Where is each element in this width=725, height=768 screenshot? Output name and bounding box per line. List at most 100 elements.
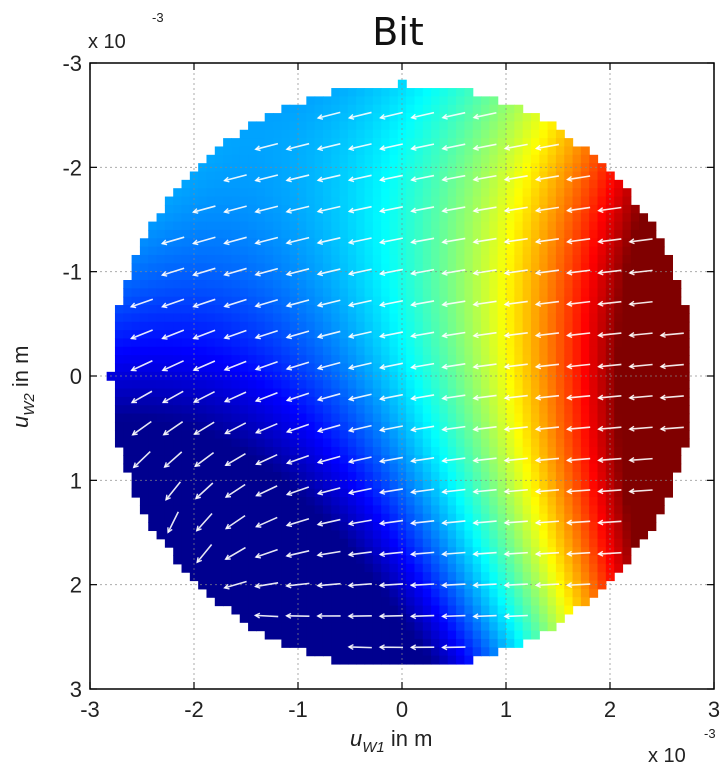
heatmap-cell (547, 613, 557, 623)
vector-arrow-head (472, 269, 479, 276)
heatmap-cell (489, 254, 499, 264)
vector-arrow-shaft (567, 551, 591, 555)
heatmap-cell (397, 363, 407, 373)
heatmap-cell (447, 179, 457, 189)
heatmap-cell (289, 104, 299, 114)
vector-arrow (534, 363, 560, 370)
heatmap-cell (472, 179, 482, 189)
heatmap-cell (614, 271, 624, 281)
heatmap-cell (356, 413, 366, 423)
heatmap-cell (539, 146, 549, 156)
heatmap-cell (447, 346, 457, 356)
heatmap-cell (514, 421, 524, 431)
heatmap-cell (472, 271, 482, 281)
heatmap-cell (156, 446, 166, 456)
heatmap-cell (539, 446, 549, 456)
x-tick-label: 3 (708, 697, 720, 722)
heatmap-cell (198, 413, 208, 423)
heatmap-cell (580, 346, 590, 356)
heatmap-cell (239, 179, 249, 189)
heatmap-cell (164, 313, 174, 323)
heatmap-cell (664, 405, 673, 415)
heatmap-cell (456, 221, 465, 231)
heatmap-cell (273, 463, 282, 473)
heatmap-cell (331, 229, 341, 239)
heatmap-cell (264, 630, 274, 640)
heatmap-cell (622, 188, 632, 198)
heatmap-cell (306, 96, 316, 106)
heatmap-cell (189, 497, 199, 506)
heatmap-cell (314, 246, 324, 256)
heatmap-cell (406, 296, 416, 306)
heatmap-cell (447, 129, 457, 139)
heatmap-cell (139, 330, 149, 340)
heatmap-cell (256, 588, 266, 598)
heatmap-cell (198, 421, 208, 431)
heatmap-cell (214, 371, 224, 381)
heatmap-cell (364, 388, 374, 398)
vector-arrow-head (597, 425, 604, 432)
heatmap-cell (347, 630, 357, 640)
heatmap-cell (364, 204, 374, 214)
heatmap-cell (331, 563, 341, 573)
heatmap-cell (655, 313, 665, 323)
heatmap-cell (356, 563, 366, 573)
heatmap-cell (306, 497, 316, 506)
heatmap-cell (131, 396, 141, 406)
heatmap-cell (389, 221, 399, 231)
vector-arrow-head (316, 301, 324, 308)
heatmap-cell (223, 388, 233, 398)
heatmap-cell (481, 413, 490, 423)
heatmap-cell (481, 229, 490, 239)
heatmap-cell (189, 371, 199, 381)
heatmap-cell (372, 446, 382, 456)
heatmap-cell (406, 480, 416, 490)
heatmap-cell (381, 104, 391, 114)
heatmap-cell (389, 371, 399, 381)
heatmap-cell (580, 488, 590, 498)
heatmap-cell (331, 305, 341, 314)
heatmap-cell (414, 213, 424, 223)
vector-arrow-shaft (629, 363, 653, 368)
heatmap-cell (489, 555, 499, 565)
heatmap-cell (356, 505, 366, 515)
vector-arrow (410, 425, 435, 433)
heatmap-cell (173, 204, 183, 214)
heatmap-cell (539, 430, 549, 440)
heatmap-cell (522, 572, 532, 582)
heatmap-cell (522, 113, 532, 123)
heatmap-cell (347, 271, 357, 281)
heatmap-cell (223, 138, 233, 148)
heatmap-cell (364, 630, 374, 640)
heatmap-cell (198, 179, 208, 189)
heatmap-cell (614, 338, 624, 348)
vector-arrow (194, 482, 214, 500)
heatmap-cell (514, 463, 524, 473)
heatmap-cell (372, 371, 382, 381)
heatmap-cell (414, 522, 424, 532)
heatmap-cell (564, 497, 574, 506)
heatmap-cell (564, 280, 574, 289)
heatmap-cell (431, 88, 441, 97)
vector-arrow (659, 331, 684, 338)
heatmap-cell (589, 355, 599, 365)
heatmap-cell (181, 204, 191, 214)
vector-arrow-head (132, 462, 139, 469)
vector-arrow (565, 300, 591, 307)
heatmap-cell (347, 572, 357, 582)
heatmap-cell (356, 647, 366, 657)
heatmap-cell (655, 263, 665, 273)
heatmap-cell (539, 380, 549, 390)
vector-arrow-head (347, 332, 355, 339)
heatmap-cell (580, 421, 590, 431)
heatmap-cell (381, 330, 391, 340)
heatmap-cell (481, 588, 490, 598)
heatmap-cell (314, 421, 324, 431)
heatmap-cell (431, 572, 441, 582)
heatmap-cell (164, 346, 174, 356)
heatmap-cell (456, 121, 465, 131)
heatmap-cell (198, 505, 208, 515)
heatmap-cell (580, 280, 590, 289)
heatmap-cell (198, 446, 208, 456)
heatmap-cell (314, 413, 324, 423)
